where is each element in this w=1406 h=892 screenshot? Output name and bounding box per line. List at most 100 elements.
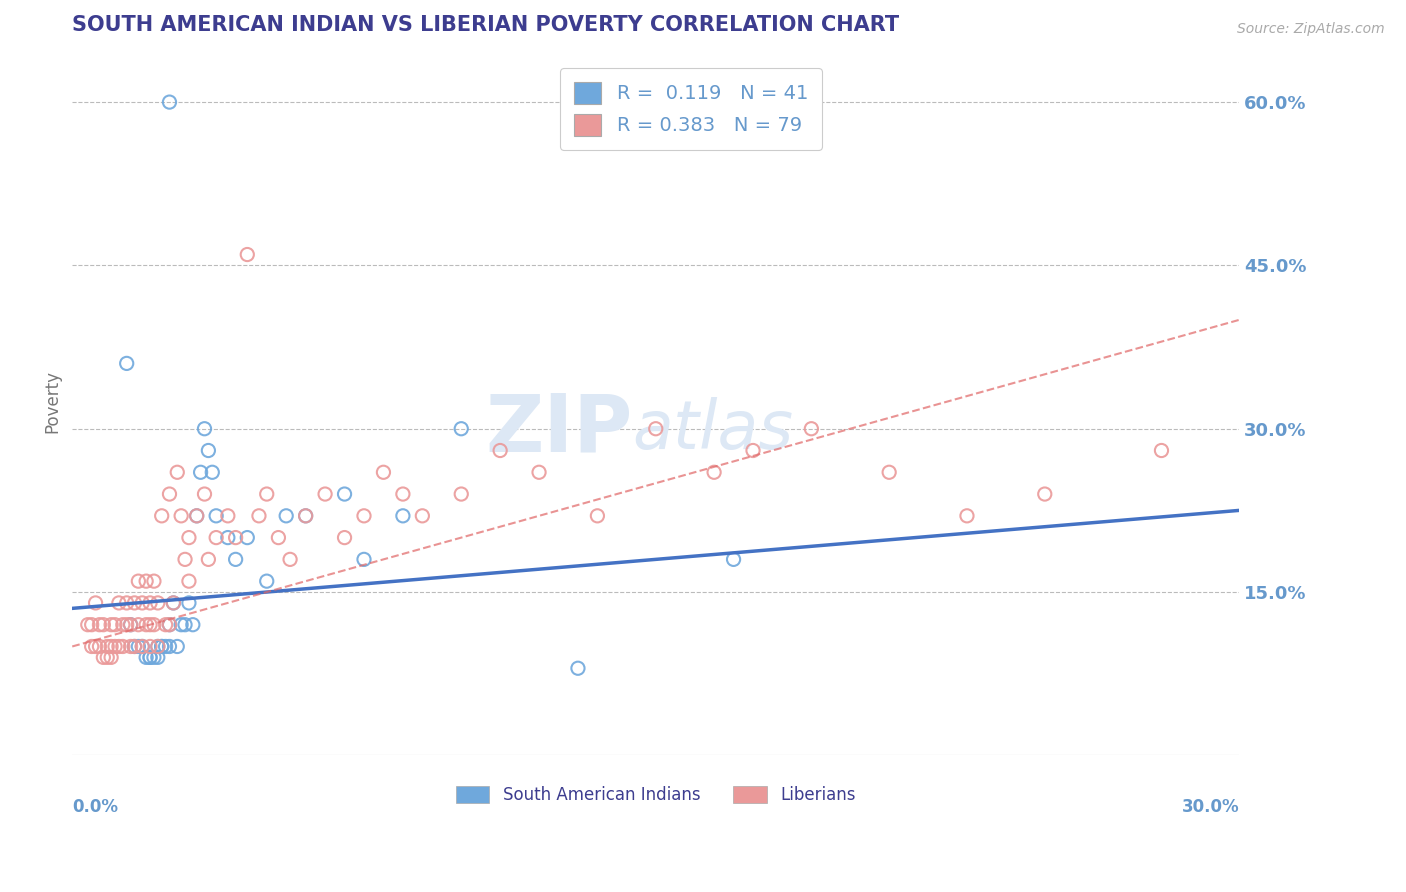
Point [247,508,270,523]
Point [373,465,395,479]
Point [159,487,181,501]
Point [267,531,290,545]
Point [294,508,316,523]
Point [333,531,356,545]
Point [181,617,204,632]
Point [527,465,550,479]
Point [256,487,278,501]
Point [170,508,193,523]
Point [162,596,184,610]
Point [135,617,157,632]
Point [120,617,142,632]
Point [108,640,131,654]
Point [225,552,247,566]
Point [225,531,247,545]
Point [135,574,157,589]
Point [197,443,219,458]
Point [104,617,127,632]
Text: SOUTH AMERICAN INDIAN VS LIBERIAN POVERTY CORRELATION CHART: SOUTH AMERICAN INDIAN VS LIBERIAN POVERT… [72,15,900,35]
Point [294,508,316,523]
Point [84,596,107,610]
Point [115,617,138,632]
Point [217,508,239,523]
Point [80,617,103,632]
Point [236,247,259,261]
Point [146,650,169,665]
Point [96,640,118,654]
Point [111,640,134,654]
Point [278,552,301,566]
Point [201,465,224,479]
Point [120,617,142,632]
Point [314,487,336,501]
Point [193,487,215,501]
Point [644,422,666,436]
Point [155,617,177,632]
Point [127,640,149,654]
Point [100,640,122,654]
Point [489,443,512,458]
Point [142,617,165,632]
Point [124,640,146,654]
Point [205,508,228,523]
Point [800,422,823,436]
Text: 30.0%: 30.0% [1181,797,1239,816]
Y-axis label: Poverty: Poverty [44,370,60,433]
Point [159,617,181,632]
Text: ZIP: ZIP [485,391,633,469]
Point [139,650,162,665]
Point [205,531,228,545]
Point [703,465,725,479]
Point [89,640,111,654]
Point [256,574,278,589]
Point [100,650,122,665]
Point [139,596,162,610]
Point [353,552,375,566]
Point [108,596,131,610]
Point [124,640,146,654]
Point [174,617,197,632]
Text: atlas: atlas [633,397,793,463]
Point [127,617,149,632]
Point [89,617,111,632]
Point [124,596,146,610]
Text: Source: ZipAtlas.com: Source: ZipAtlas.com [1237,22,1385,37]
Point [276,508,298,523]
Point [392,487,415,501]
Point [170,617,193,632]
Point [392,508,415,523]
Point [80,640,103,654]
Point [186,508,208,523]
Point [150,640,173,654]
Point [84,640,107,654]
Point [236,531,259,545]
Text: 0.0%: 0.0% [72,797,118,816]
Point [150,508,173,523]
Point [131,640,153,654]
Point [127,574,149,589]
Point [742,443,765,458]
Point [877,465,900,479]
Point [115,596,138,610]
Point [1033,487,1056,501]
Point [146,640,169,654]
Point [93,617,115,632]
Point [142,650,165,665]
Point [139,650,162,665]
Legend: R =  0.119   N = 41, R = 0.383   N = 79: R = 0.119 N = 41, R = 0.383 N = 79 [561,68,823,150]
Point [186,508,208,523]
Point [723,552,745,566]
Point [411,508,433,523]
Point [193,422,215,436]
Point [217,531,239,545]
Point [197,552,219,566]
Point [567,661,589,675]
Point [146,596,169,610]
Point [135,650,157,665]
Point [131,596,153,610]
Point [190,465,212,479]
Point [159,617,181,632]
Point [159,640,181,654]
Point [142,574,165,589]
Point [120,640,142,654]
